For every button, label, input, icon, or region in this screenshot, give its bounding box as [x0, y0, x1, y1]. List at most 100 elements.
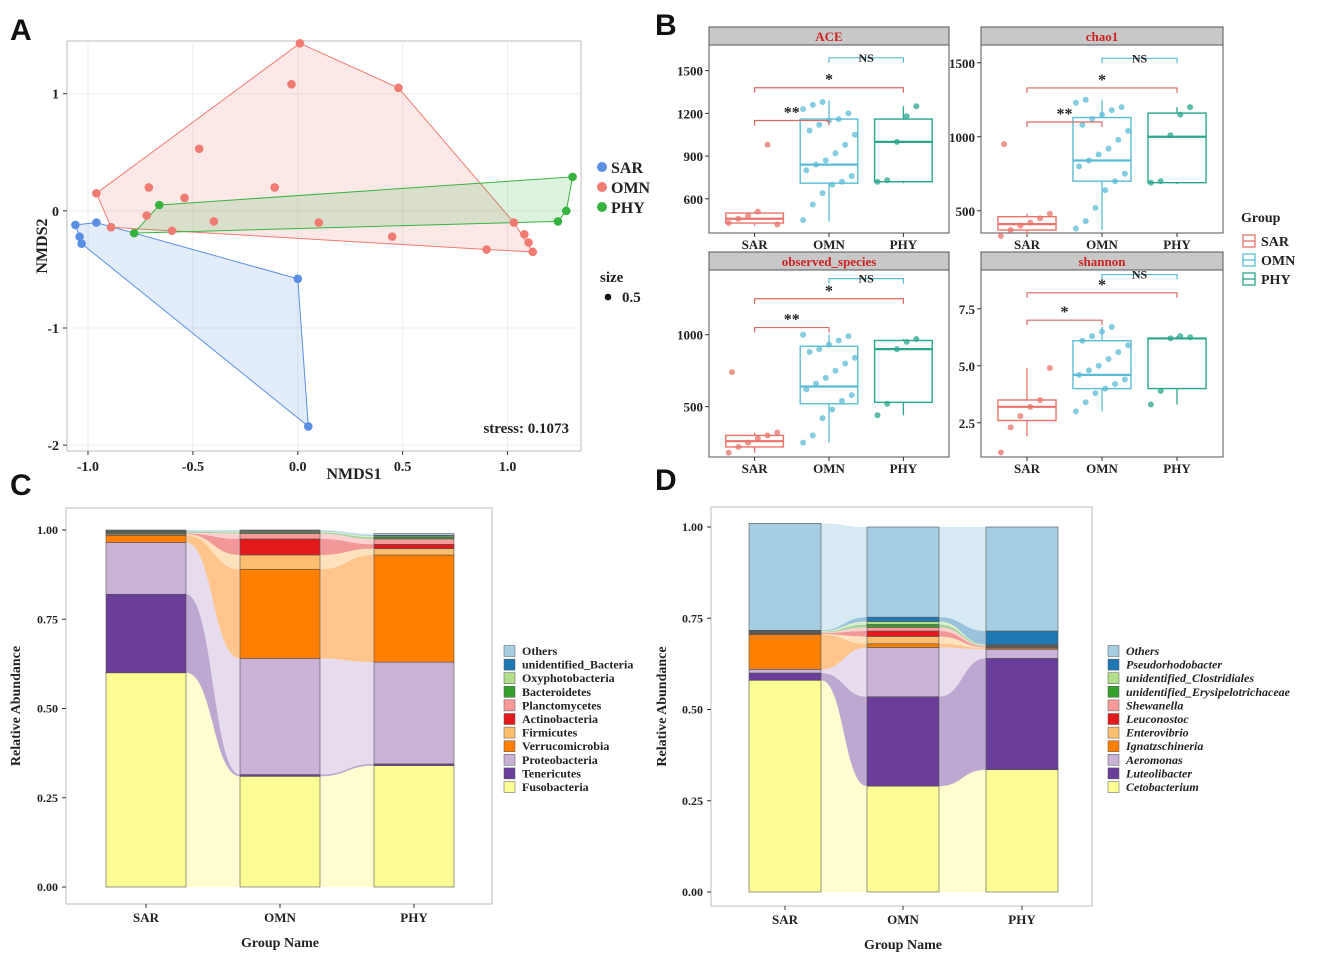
x-tick-label: OMN — [813, 461, 845, 476]
significance-label: * — [825, 72, 833, 89]
point-sar — [71, 220, 80, 230]
point-sar — [1017, 412, 1024, 419]
box — [873, 118, 933, 183]
flow-ribbon — [186, 530, 240, 531]
point-sar — [1017, 222, 1024, 229]
panel-label-d: D — [655, 464, 677, 497]
x-tick-label: SAR — [772, 912, 799, 927]
bar-segment — [866, 696, 940, 787]
x-tick-label: PHY — [1163, 461, 1191, 476]
point-sar — [735, 443, 742, 450]
x-tick-label: PHY — [400, 910, 428, 925]
legend-swatch — [1107, 754, 1120, 766]
legend-label: Fusobacteria — [522, 780, 589, 794]
legend-size-title: size — [600, 270, 624, 286]
point-phy — [884, 177, 891, 184]
panel-c-phylum: SAR OMN PHY 0.00 0.25 0.50 0.75 1.00 Group Name R… — [9, 507, 633, 951]
flow-ribbon — [939, 617, 986, 645]
flow-ribbon — [939, 769, 986, 892]
facet-title: chao1 — [1086, 29, 1119, 44]
box — [1147, 112, 1207, 184]
legend-label: SAR — [611, 160, 643, 177]
legend-label: Actinobacteria — [522, 712, 598, 726]
point-omn — [1102, 187, 1109, 194]
stress-annotation: stress: 0.1073 — [483, 421, 569, 437]
bar-segment — [373, 538, 455, 545]
y-tick-label: 1000 — [949, 130, 975, 145]
point-omn — [194, 144, 204, 154]
legend-panel-d-genus: OthersPseudorhodobacterunidentified_Clos… — [1107, 644, 1291, 794]
bar-segment — [866, 621, 940, 625]
significance-label: ** — [784, 312, 800, 329]
facet-shannon: shannon 2.5 5.0 7.5 SAR OMN PHY * * NS — [959, 251, 1224, 476]
x-axis-title: Group Name — [864, 938, 942, 953]
legend-label: Proteobacteria — [522, 753, 598, 767]
legend-title: Group — [1241, 211, 1281, 226]
bar-segment — [866, 647, 940, 698]
flow-ribbon — [186, 594, 240, 777]
bar-segment — [105, 593, 187, 674]
box — [1072, 339, 1132, 390]
bar-segment — [985, 630, 1059, 645]
legend-label: Others — [522, 644, 558, 658]
x-axis-title: Group Name — [241, 936, 319, 951]
flow-ribbon — [320, 538, 374, 555]
legend-swatch — [1107, 767, 1120, 780]
flow-ribbon — [821, 523, 867, 631]
bar-segment — [373, 533, 455, 536]
point-sar — [1037, 396, 1044, 403]
point-sar — [1001, 141, 1008, 148]
flow-ribbon — [186, 534, 240, 570]
flow-ribbon — [939, 647, 986, 697]
point-omn — [167, 226, 177, 236]
x-tick-label: PHY — [890, 461, 918, 476]
point-phy — [1187, 334, 1194, 341]
point-omn — [270, 183, 279, 192]
legend-label: Cetobacterium — [1126, 780, 1199, 794]
legend-label: OMN — [1261, 254, 1295, 269]
legend-swatch — [503, 754, 516, 766]
legend-swatch — [1107, 672, 1120, 684]
y-tick-label: 1500 — [949, 56, 975, 71]
x-tick-label: -0.5 — [182, 460, 204, 475]
point-omn — [800, 217, 807, 224]
bar-segment — [373, 554, 455, 663]
point-omn — [822, 157, 829, 164]
legend-label: Enterovibrio — [1125, 726, 1189, 740]
y-tick-label: 0.25 — [682, 794, 703, 808]
point-omn — [800, 439, 807, 446]
point-phy — [893, 346, 900, 353]
significance-bracket — [1101, 273, 1178, 280]
flow-ribbon — [821, 634, 867, 670]
x-tick-label: SAR — [1014, 461, 1041, 476]
y-tick-label: -1 — [47, 322, 59, 337]
point-phy — [1187, 104, 1194, 111]
point-omn — [851, 131, 858, 138]
flow-ribbon — [186, 535, 240, 659]
bar-segment — [748, 523, 822, 631]
bar-segment — [239, 533, 321, 540]
y-tick-label: 900 — [684, 149, 704, 164]
flow-ribbon — [939, 624, 986, 646]
point-omn — [848, 173, 855, 180]
point-omn — [1115, 136, 1122, 143]
point-omn — [287, 80, 296, 89]
point-sar — [1027, 403, 1034, 410]
point-omn — [832, 150, 839, 157]
point-sar — [774, 429, 781, 436]
significance-bracket — [754, 326, 830, 333]
bar-segment — [373, 661, 455, 765]
point-omn — [1125, 127, 1132, 134]
point-omn — [813, 161, 820, 168]
point-phy — [1167, 335, 1174, 342]
point-sar — [764, 141, 771, 148]
box — [1147, 337, 1207, 390]
bar-segment — [239, 568, 321, 659]
point-omn — [835, 116, 842, 123]
point-omn — [1121, 170, 1128, 177]
point-phy — [1147, 401, 1154, 408]
point-omn — [387, 232, 397, 241]
point-phy — [903, 338, 910, 345]
bar-segment — [373, 543, 455, 549]
flow-ribbon — [821, 617, 867, 632]
